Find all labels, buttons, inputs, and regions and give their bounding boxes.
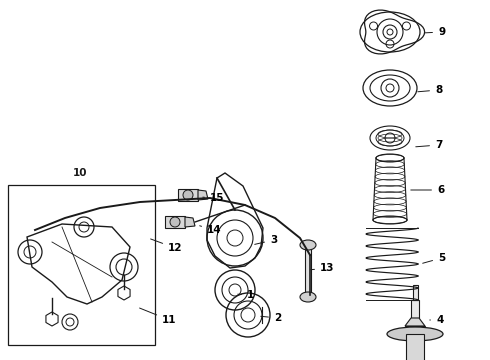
Polygon shape	[185, 217, 195, 227]
Text: 14: 14	[199, 225, 221, 235]
Text: 5: 5	[423, 253, 445, 263]
Text: 13: 13	[311, 263, 335, 273]
Text: 11: 11	[140, 308, 176, 325]
Text: 3: 3	[255, 235, 277, 245]
Ellipse shape	[300, 292, 316, 302]
Text: 9: 9	[425, 27, 445, 37]
Text: 4: 4	[430, 315, 443, 325]
Text: 10: 10	[73, 168, 87, 178]
Bar	[305, 245, 311, 297]
Text: 1: 1	[238, 290, 254, 300]
Text: 2: 2	[261, 313, 281, 323]
Bar	[406, 334, 424, 360]
Text: 15: 15	[203, 193, 224, 203]
Text: 6: 6	[411, 185, 444, 195]
Bar	[178, 189, 198, 201]
Text: 7: 7	[416, 140, 442, 150]
Bar	[165, 216, 185, 228]
Bar	[411, 300, 419, 318]
Polygon shape	[198, 190, 208, 200]
Text: 12: 12	[150, 239, 182, 253]
Ellipse shape	[300, 240, 316, 250]
Circle shape	[170, 217, 180, 227]
Bar	[405, 326, 425, 334]
Bar	[413, 285, 417, 300]
Ellipse shape	[387, 327, 443, 341]
Circle shape	[183, 190, 193, 200]
Polygon shape	[405, 318, 425, 326]
Text: 8: 8	[418, 85, 442, 95]
Bar	[8, 185, 155, 345]
